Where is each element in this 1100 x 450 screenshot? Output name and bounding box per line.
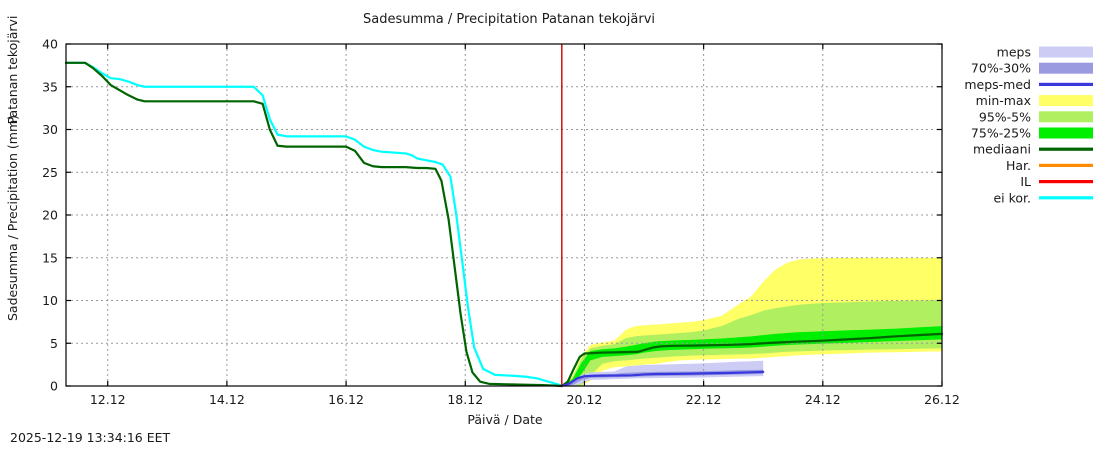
legend-swatch-75%-25% xyxy=(1039,127,1093,139)
x-tick-label: 20.12 xyxy=(567,392,603,407)
y-tick-label: 40 xyxy=(42,37,58,52)
band-75%-25% xyxy=(561,326,942,386)
legend-swatch-Har. xyxy=(1039,163,1093,167)
timestamp-label: 2025-12-19 13:34:16 EET xyxy=(10,430,171,445)
series-line-mediaani-forecast xyxy=(560,332,944,388)
legend-swatch-95%-5% xyxy=(1039,111,1093,123)
legend-swatch-min-max xyxy=(1039,95,1093,107)
y-axis-title-primary: Sadesumma / Precipitation (mm) xyxy=(5,115,20,321)
y-tick-label: 5 xyxy=(50,336,58,351)
legend-label-75%-25%: 75%-25% xyxy=(971,126,1031,141)
y-tick-label: 35 xyxy=(42,79,58,94)
series-line-ei kor. xyxy=(64,61,563,387)
legend-label-Har.: Har. xyxy=(1006,158,1031,173)
x-tick-label: 18.12 xyxy=(447,392,483,407)
legend-swatch-mediaani xyxy=(1039,147,1093,151)
x-axis-title: Päivä / Date xyxy=(467,412,543,427)
legend-swatch-ei kor. xyxy=(1039,196,1093,200)
y-tick-label: 15 xyxy=(42,250,58,265)
series-layer xyxy=(64,61,944,388)
legend-label-meps-med: meps-med xyxy=(964,77,1031,92)
legend-label-meps: meps xyxy=(997,45,1031,60)
chart-title: Sadesumma / Precipitation Patanan tekojä… xyxy=(363,12,655,27)
legend-label-70%-30%: 70%-30% xyxy=(971,61,1031,76)
legend-swatch-IL xyxy=(1039,180,1093,184)
legend-swatch-meps-med xyxy=(1039,82,1093,86)
x-tick-label: 12.12 xyxy=(90,392,126,407)
tick-layer: 0 5 10 15 20 25 30 35 40 12.12 14.12 16.12 18.12 20.1… xyxy=(42,37,960,408)
legend-label-IL: IL xyxy=(1020,174,1031,189)
x-tick-label: 14.12 xyxy=(209,392,245,407)
x-tick-label: 16.12 xyxy=(328,392,364,407)
legend-label-95%-5%: 95%-5% xyxy=(979,109,1031,124)
x-tick-label: 26.12 xyxy=(924,392,960,407)
legend-label-ei kor.: ei kor. xyxy=(993,190,1031,205)
series-line-meps-med xyxy=(560,370,765,388)
legend-label-mediaani: mediaani xyxy=(973,142,1031,157)
y-tick-label: 25 xyxy=(42,165,58,180)
legend-swatch-meps xyxy=(1039,46,1093,58)
y-tick-label: 20 xyxy=(42,208,58,223)
x-tick-label: 24.12 xyxy=(805,392,841,407)
x-tick-label: 22.12 xyxy=(686,392,722,407)
y-tick-label: 30 xyxy=(42,122,58,137)
legend-swatch-70%-30% xyxy=(1039,62,1093,74)
legend-label-min-max: min-max xyxy=(976,93,1031,108)
y-tick-label: 0 xyxy=(50,379,58,394)
y-tick-label: 10 xyxy=(42,293,58,308)
series-line-mediaani-hist xyxy=(64,61,563,388)
y-axis-title-secondary: Patanan tekojärvi xyxy=(5,16,20,125)
